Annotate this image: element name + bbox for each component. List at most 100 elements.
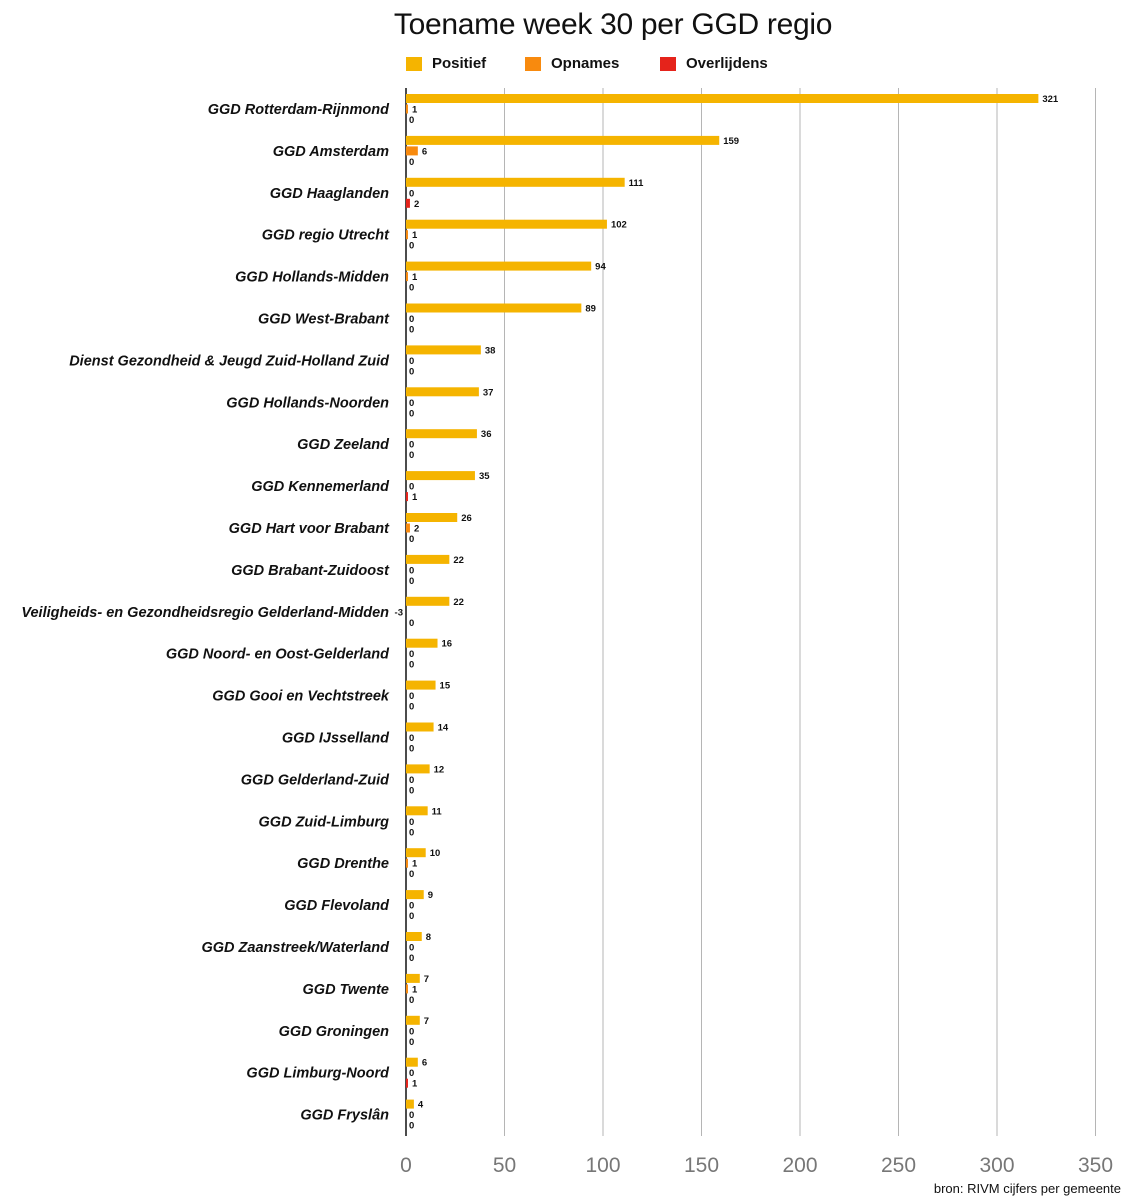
bar-positief	[406, 261, 592, 271]
category-label: Veiligheids- en Gezondheidsregio Gelderl…	[21, 605, 389, 621]
data-label-positief: 37	[483, 387, 494, 398]
category-label: GGD regio Utrecht	[262, 228, 390, 244]
source-note: bron: RIVM cijfers per gemeente	[933, 1181, 1121, 1196]
bar-positief	[406, 1015, 420, 1025]
x-tick-label-250: 250	[881, 1154, 916, 1177]
bar-positief	[406, 806, 428, 816]
data-label-positief: 7	[424, 1016, 429, 1027]
data-label-overlijdens: 0	[409, 911, 414, 922]
data-label-overlijdens: 0	[409, 827, 414, 838]
data-label-opnames: 0	[409, 440, 414, 451]
category-label: GGD Zuid-Limburg	[259, 814, 390, 830]
category-label: GGD Noord- en Oost-Gelderland	[166, 647, 390, 663]
bar-positief	[406, 135, 720, 145]
data-label-opnames: -3	[395, 607, 403, 618]
data-label-overlijdens: 0	[409, 157, 414, 168]
bar-positief	[406, 345, 481, 355]
data-label-opnames: 0	[409, 733, 414, 744]
x-tick-label-350: 350	[1078, 1154, 1113, 1177]
bar-positief	[406, 387, 479, 397]
bar-positief	[406, 890, 424, 900]
category-label: GGD Hollands-Midden	[235, 270, 389, 286]
chart-title: Toename week 30 per GGD regio	[393, 8, 833, 41]
legend-label-positief: Positief	[432, 55, 487, 72]
data-label-positief: 4	[418, 1100, 424, 1111]
data-label-overlijdens: 0	[409, 744, 414, 755]
category-label: GGD Haaglanden	[270, 186, 389, 202]
data-label-overlijdens: 0	[409, 995, 414, 1006]
bar-positief	[406, 177, 625, 187]
data-label-opnames: 1	[412, 859, 418, 870]
bar-positief	[406, 722, 434, 732]
category-label: Dienst Gezondheid & Jeugd Zuid-Holland Z…	[69, 353, 390, 369]
bar-opnames	[406, 272, 408, 282]
data-label-overlijdens: 2	[414, 199, 419, 210]
data-label-opnames: 0	[409, 1068, 414, 1079]
data-label-overlijdens: 0	[409, 534, 414, 545]
data-label-positief: 7	[424, 974, 429, 985]
category-label: GGD Zeeland	[297, 437, 390, 453]
bar-positief	[406, 848, 426, 858]
data-label-opnames: 0	[409, 398, 414, 409]
category-label: GGD Fryslân	[300, 1108, 389, 1124]
data-label-opnames: 0	[409, 775, 414, 786]
data-label-positief: 15	[440, 681, 451, 692]
data-label-positief: 38	[485, 345, 496, 356]
bar-positief	[406, 596, 450, 606]
data-label-opnames: 0	[409, 1026, 414, 1037]
x-tick-label-300: 300	[979, 1154, 1014, 1177]
data-label-opnames: 0	[409, 356, 414, 367]
category-label: GGD Brabant-Zuidoost	[231, 563, 390, 579]
data-label-opnames: 0	[409, 691, 414, 702]
bar-positief	[406, 303, 582, 313]
bar-opnames	[406, 984, 408, 994]
data-label-positief: 12	[434, 764, 445, 775]
data-label-opnames: 0	[409, 565, 414, 576]
data-label-overlijdens: 1	[412, 492, 418, 503]
bar-overlijdens	[406, 1078, 408, 1088]
category-label: GGD IJsselland	[282, 731, 390, 747]
category-label: GGD Limburg-Noord	[246, 1066, 390, 1082]
x-tick-label-50: 50	[493, 1154, 516, 1177]
category-label: GGD Zaanstreek/Waterland	[202, 940, 391, 956]
category-label: GGD Hart voor Brabant	[229, 521, 390, 537]
bar-positief	[406, 638, 438, 648]
data-label-overlijdens: 0	[409, 785, 414, 796]
legend-label-opnames: Opnames	[551, 55, 620, 72]
data-label-opnames: 1	[412, 230, 418, 241]
data-label-overlijdens: 0	[409, 408, 414, 419]
data-label-overlijdens: 0	[409, 283, 414, 294]
category-label: GGD Flevoland	[284, 898, 390, 914]
category-label: GGD Amsterdam	[273, 144, 389, 160]
data-label-positief: 26	[461, 513, 472, 524]
category-label: GGD Gelderland-Zuid	[241, 772, 390, 788]
data-label-overlijdens: 0	[409, 1037, 414, 1048]
data-label-opnames: 2	[414, 524, 419, 535]
x-tick-label-150: 150	[684, 1154, 719, 1177]
bar-positief	[406, 94, 1039, 103]
data-label-overlijdens: 0	[409, 618, 414, 629]
data-label-positief: 102	[611, 220, 627, 231]
data-label-positief: 36	[481, 429, 492, 440]
data-label-opnames: 1	[412, 272, 418, 283]
bar-opnames	[406, 858, 408, 868]
legend-label-overlijdens: Overlijdens	[686, 55, 768, 72]
data-label-positief: 22	[453, 555, 464, 566]
bar-positief	[406, 471, 475, 481]
data-label-positief: 22	[453, 597, 464, 608]
category-label: GGD Groningen	[279, 1024, 390, 1040]
x-tick-label-200: 200	[782, 1154, 817, 1177]
x-tick-label-100: 100	[585, 1154, 620, 1177]
data-label-overlijdens: 0	[409, 953, 414, 964]
data-label-overlijdens: 0	[409, 450, 414, 461]
bar-positief	[406, 1099, 414, 1109]
data-label-positief: 89	[585, 304, 596, 315]
data-label-positief: 16	[442, 639, 453, 650]
bar-positief	[406, 219, 607, 229]
data-label-opnames: 0	[409, 482, 414, 493]
category-label: GGD Twente	[303, 982, 389, 998]
data-label-overlijdens: 0	[409, 366, 414, 377]
x-tick-label-0: 0	[400, 1154, 412, 1177]
bar-positief	[406, 513, 458, 522]
data-label-positief: 6	[422, 1058, 427, 1069]
